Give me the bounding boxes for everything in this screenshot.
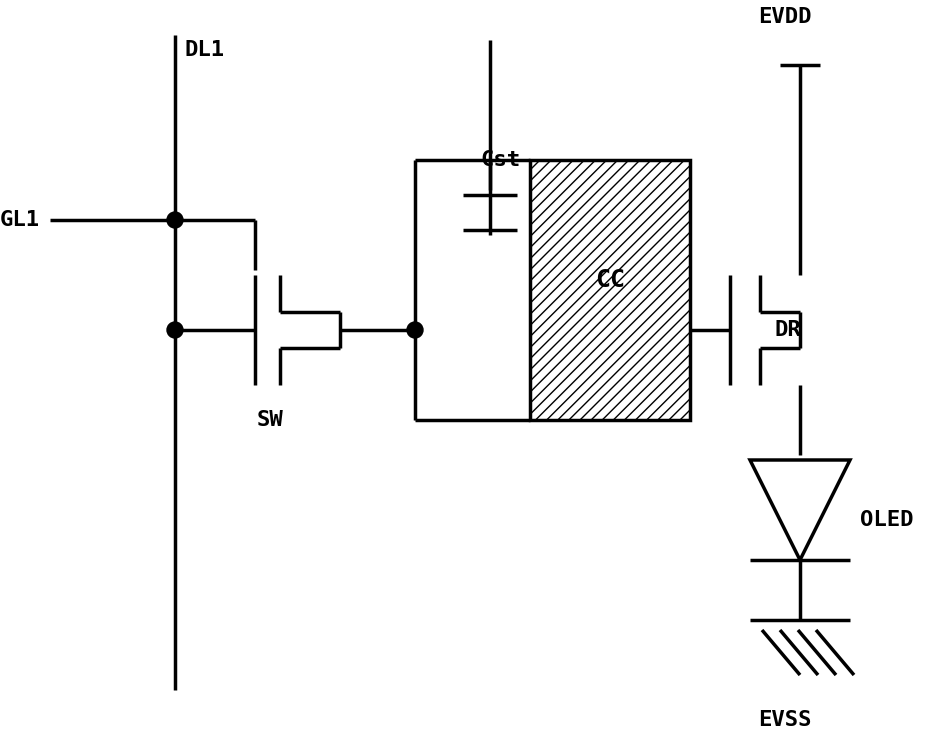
Text: GL1: GL1 <box>0 210 40 230</box>
Bar <box>530 160 690 420</box>
Circle shape <box>167 322 183 338</box>
Text: DR: DR <box>774 320 801 340</box>
Text: OLED: OLED <box>859 510 912 530</box>
Text: DL1: DL1 <box>185 40 225 60</box>
Circle shape <box>406 322 422 338</box>
Bar <box>530 160 690 420</box>
Circle shape <box>167 212 183 228</box>
Text: SW: SW <box>256 410 283 430</box>
Text: CC: CC <box>594 268 625 292</box>
Text: EVSS: EVSS <box>757 710 811 730</box>
Text: EVDD: EVDD <box>757 7 811 27</box>
Text: Cst: Cst <box>480 150 520 170</box>
